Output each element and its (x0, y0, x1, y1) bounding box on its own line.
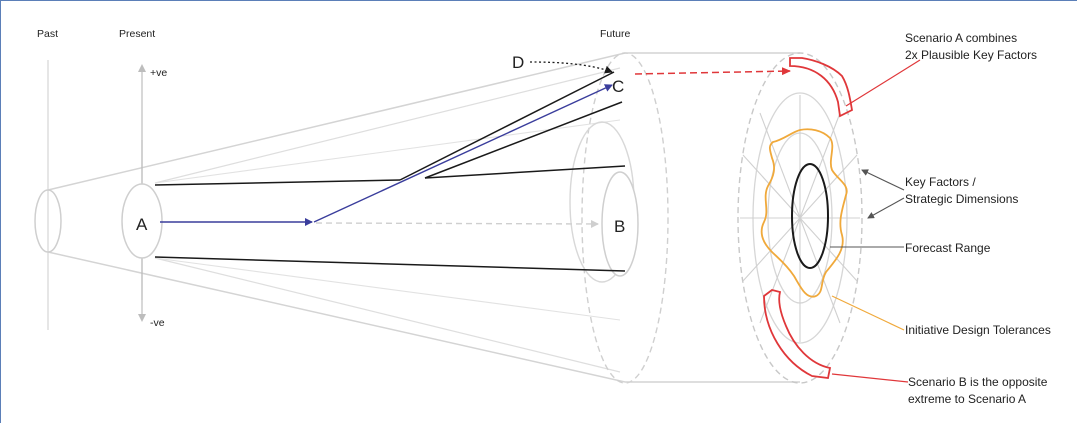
radial-outer-dashed-ellipse (737, 52, 863, 384)
baseline-dashed-arrow (315, 219, 599, 228)
future-inner-ellipse-b (601, 171, 639, 277)
trajectory-arrow-to-c (313, 84, 613, 223)
tolerances-leader (831, 295, 905, 331)
scenario-b-note-line-1: Scenario B is the opposite (908, 375, 1048, 389)
scenario-arrow-dashed (634, 67, 791, 76)
cone-inner-bottom-line (154, 257, 621, 373)
outer-cone-bottom-edge (47, 251, 626, 383)
cone-mid-bottom-line (154, 257, 621, 321)
forecast-range-note: Forecast Range (905, 241, 991, 255)
point-d-label: D (512, 53, 524, 72)
outer-cone-top-edge (47, 52, 626, 191)
frame-left-border (0, 0, 1, 423)
key-factors-leader-1 (861, 169, 905, 191)
past-label: Past (37, 28, 58, 40)
frame-top-border (0, 0, 1077, 1)
scenario-b-bracket (763, 289, 832, 379)
positive-axis-label: +ve (150, 67, 167, 79)
initiative-tolerance-curve (760, 128, 848, 298)
scenario-a-note-line-2: 2x Plausible Key Factors (905, 48, 1037, 62)
cone-inner-top-line (154, 67, 621, 184)
cone-mid-top-line (154, 119, 621, 184)
plausible-top-line (154, 179, 401, 186)
present-ellipse (121, 183, 163, 259)
plausible-branch-upper (399, 71, 615, 181)
plausible-branch-flat (424, 165, 626, 179)
scenario-b-leader (831, 373, 909, 383)
point-a-label: A (136, 215, 148, 234)
present-label: Present (119, 28, 155, 40)
scenario-a-note-line-1: Scenario A combines (905, 31, 1017, 45)
forecast-range-ellipse (791, 163, 829, 269)
negative-axis-label: -ve (150, 317, 165, 329)
d-to-c-dotted-arrow (529, 61, 613, 74)
tolerances-note: Initiative Design Tolerances (905, 323, 1051, 337)
key-factors-note-line-2: Strategic Dimensions (905, 192, 1018, 206)
scenario-a-leader (845, 59, 921, 107)
plausible-bottom-line (154, 256, 626, 272)
scenario-b-note-line-2: extreme to Scenario A (908, 392, 1026, 406)
point-c-label: C (612, 77, 624, 96)
point-b-label: B (614, 217, 625, 236)
future-label: Future (600, 28, 631, 40)
plausible-branch-lower (424, 101, 623, 179)
radial-chart (737, 52, 863, 384)
scenario-a-bracket (789, 57, 853, 118)
key-factors-leader-2 (867, 197, 905, 219)
key-factors-note-line-1: Key Factors / (905, 175, 976, 189)
past-ellipse (34, 189, 62, 253)
